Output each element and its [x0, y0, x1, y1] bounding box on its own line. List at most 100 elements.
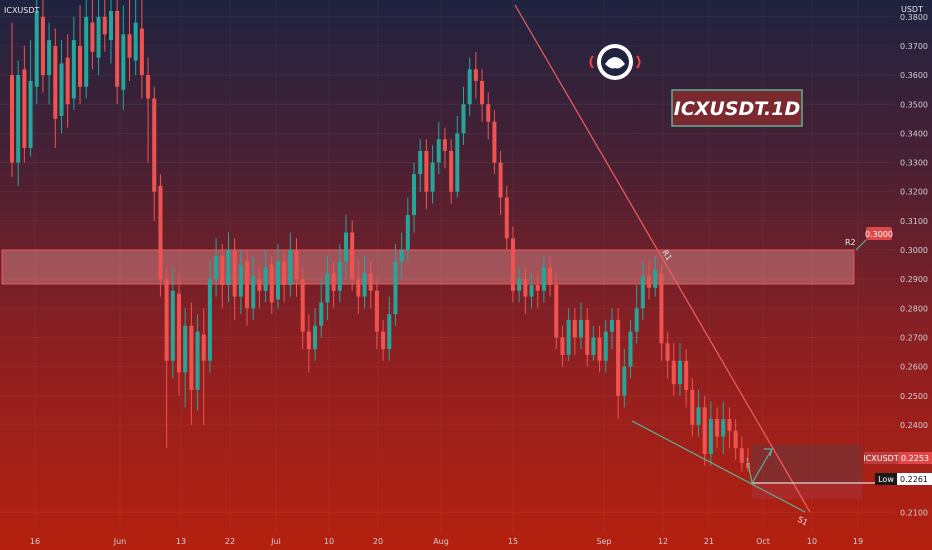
candle: [727, 407, 732, 449]
candle: [467, 57, 472, 116]
candle: [251, 255, 256, 320]
candle-body: [90, 22, 95, 52]
candle-body: [238, 264, 243, 297]
time-axis[interactable]: 16 Jun 13 22 Jul 10 20 Aug 15 Sep 12 21 Oct 10 19: [30, 537, 863, 546]
candle: [47, 22, 52, 105]
candle-body: [523, 279, 528, 297]
svg-text:ICXUSDT.1D: ICXUSDT.1D: [674, 98, 801, 120]
candle-body: [696, 407, 701, 425]
stop-box: [752, 484, 862, 499]
candle-body: [640, 276, 645, 309]
candle-body: [121, 34, 126, 90]
candle-body: [381, 331, 386, 350]
candle-body: [170, 290, 175, 361]
candle-body: [232, 250, 237, 297]
candle-body: [609, 319, 614, 332]
time-tick-label: 12: [658, 537, 668, 546]
candle-body: [343, 232, 348, 262]
price-tick-label: 0.2100: [900, 508, 928, 517]
candle-body: [510, 238, 515, 291]
candle: [634, 284, 639, 344]
projection-arrow: [746, 448, 773, 485]
candle: [739, 436, 744, 472]
candle-body: [548, 267, 553, 285]
candle-body: [319, 302, 324, 326]
price-tick-label: 0.3700: [900, 42, 928, 51]
candle-body: [455, 133, 460, 192]
price-tick-label: 0.3100: [900, 217, 928, 226]
candle-body: [449, 150, 454, 192]
candle-body: [115, 10, 120, 87]
time-tick-label: 13: [176, 537, 186, 546]
candle: [65, 34, 70, 128]
candle-body: [684, 360, 689, 390]
candle: [566, 308, 571, 361]
candle-body: [480, 80, 485, 105]
candle: [121, 5, 126, 111]
candle: [275, 244, 280, 309]
price-badge-low: Low 0.2261: [875, 473, 932, 485]
time-tick-label: 19: [853, 537, 863, 546]
candle-body: [189, 325, 194, 390]
candle: [684, 349, 689, 408]
candle: [96, 0, 101, 76]
candle-body: [733, 430, 738, 449]
s1-label: S1: [796, 515, 809, 528]
candle-body: [362, 273, 367, 297]
candle-body: [715, 419, 720, 437]
candle-body: [541, 267, 546, 291]
price-tick-label: 0.2900: [900, 275, 928, 284]
candle: [350, 220, 355, 291]
candle: [585, 308, 590, 367]
candle-body: [108, 10, 113, 41]
candle: [343, 215, 348, 280]
candle: [263, 250, 268, 303]
price-tick-label: 0.2500: [900, 392, 928, 401]
candle-body: [183, 325, 188, 373]
candle: [436, 121, 441, 175]
candle-body: [325, 273, 330, 303]
candle-body: [393, 261, 398, 315]
price-tick-label: 0.2800: [900, 304, 928, 313]
candle-body: [671, 360, 676, 385]
candle: [480, 69, 485, 122]
price-tick-label: 0.3000: [900, 246, 928, 255]
candle-body: [374, 290, 379, 332]
candle: [226, 232, 231, 303]
candle-body: [59, 63, 64, 116]
candle: [455, 115, 460, 198]
candle-body: [306, 331, 311, 350]
candle-body: [220, 255, 225, 285]
candle-body: [727, 419, 732, 431]
price-tick-label: 0.3500: [900, 100, 928, 109]
candle-body: [486, 104, 491, 122]
candle-body: [560, 337, 565, 355]
svg-text:0.2253: 0.2253: [901, 454, 929, 463]
candle-body: [65, 57, 70, 105]
candle: [492, 110, 497, 175]
candle-body: [690, 389, 695, 425]
candle: [554, 273, 559, 350]
candle: [34, 0, 39, 105]
candle-body: [71, 40, 76, 99]
arrow-head: [764, 448, 773, 457]
time-tick-label: 22: [225, 537, 235, 546]
candle-body: [331, 273, 336, 291]
candle: [399, 232, 404, 280]
candle-body: [473, 69, 478, 81]
candle-body: [294, 250, 299, 280]
price-tick-label: 0.2400: [900, 421, 928, 430]
candle: [306, 314, 311, 373]
candle: [523, 267, 528, 315]
candle-body: [269, 264, 274, 303]
candle-body: [622, 366, 627, 396]
candle-body: [603, 331, 608, 361]
price-tick-label: 0.3200: [900, 188, 928, 197]
price-axis[interactable]: 0.3800 0.3700 0.3600 0.3500 0.3400 0.3300 0.32…: [900, 13, 928, 518]
candle: [90, 0, 95, 70]
svg-text:ICXUSDT: ICXUSDT: [863, 454, 899, 463]
candle-body: [535, 284, 540, 291]
candle: [337, 244, 342, 303]
candle-body: [677, 360, 682, 385]
